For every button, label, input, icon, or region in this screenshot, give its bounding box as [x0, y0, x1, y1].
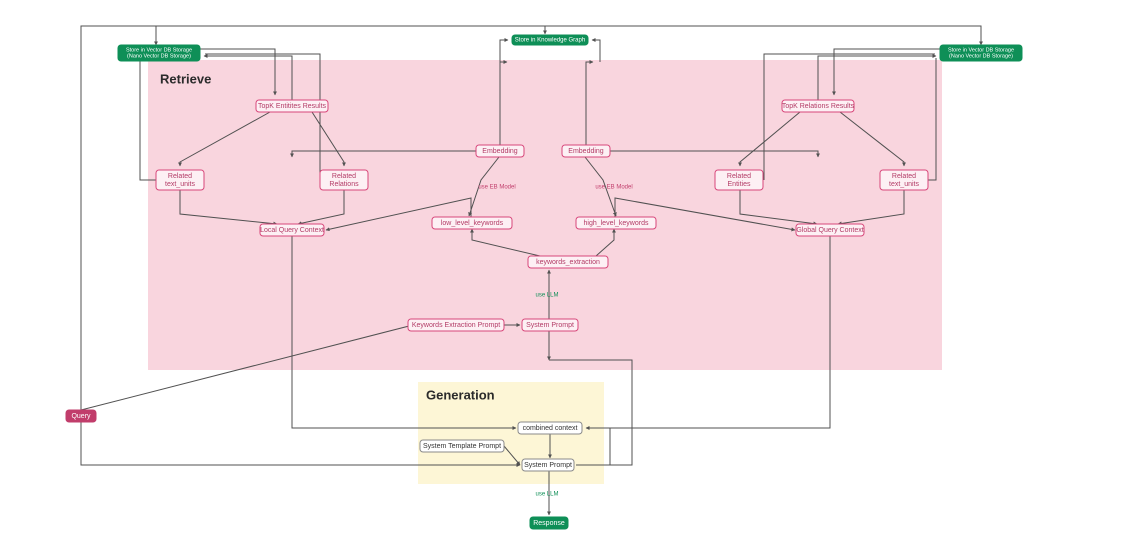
- node-label-store_l: Store in Vector DB Storage: [126, 47, 192, 53]
- node-label-rel_ent: Entities: [728, 181, 751, 188]
- edge: [81, 26, 545, 34]
- edge: [592, 40, 600, 62]
- edge: [81, 26, 156, 410]
- region-label-generation: Generation: [426, 388, 495, 403]
- node-label-kw_ext: keywords_extraction: [536, 259, 600, 266]
- edge: [500, 40, 508, 62]
- edge-label: use LLM: [535, 293, 558, 299]
- node-label-lqc: Local Query Context: [260, 227, 324, 234]
- node-label-query: Query: [71, 413, 91, 420]
- node-label-sys_prompt1: System Prompt: [526, 322, 574, 329]
- node-label-topk_rel: TopK Relations Results: [782, 103, 855, 110]
- node-label-rel_tu_r: text_units: [889, 181, 919, 188]
- node-label-tmpl_p: System Template Prompt: [423, 443, 501, 450]
- node-label-high_kw: high_level_keywords: [584, 220, 649, 227]
- node-label-comb_ctx: combined context: [523, 425, 578, 432]
- edge-label: use EB Model: [478, 185, 515, 191]
- diagram-canvas: Retrieve Generation Store in Vector DB Sto…: [0, 0, 1125, 543]
- node-label-topk_ent: TopK Entitites Results: [258, 103, 327, 110]
- node-label-response: Response: [533, 520, 565, 527]
- node-label-emb_r: Embedding: [568, 148, 604, 155]
- node-label-kw_prompt: Keywords Extraction Prompt: [412, 322, 500, 329]
- node-label-rel_rel: Relations: [329, 181, 359, 188]
- node-label-rel_tu_r: Related: [892, 173, 916, 180]
- node-label-sys_prompt2: System Prompt: [524, 462, 572, 469]
- node-label-store_kg: Store in Knowledge Graph: [515, 38, 585, 44]
- node-label-emb_l: Embedding: [482, 148, 518, 155]
- node-label-store_r: (Nano Vector DB Storage): [949, 54, 1013, 60]
- node-label-store_l: (Nano Vector DB Storage): [127, 54, 191, 60]
- node-label-rel_rel: Related: [332, 173, 356, 180]
- region-label-retrieve: Retrieve: [160, 72, 211, 87]
- edge-label: use EB Model: [595, 185, 632, 191]
- node-label-store_r: Store in Vector DB Storage: [948, 47, 1014, 53]
- node-label-rel_tu_l: text_units: [165, 181, 195, 188]
- node-label-rel_ent: Related: [727, 173, 751, 180]
- node-label-rel_tu_l: Related: [168, 173, 192, 180]
- node-label-gqc: Global Query Context: [796, 227, 863, 234]
- node-label-low_kw: low_level_keywords: [441, 220, 504, 227]
- edge-label: use LLM: [535, 492, 558, 498]
